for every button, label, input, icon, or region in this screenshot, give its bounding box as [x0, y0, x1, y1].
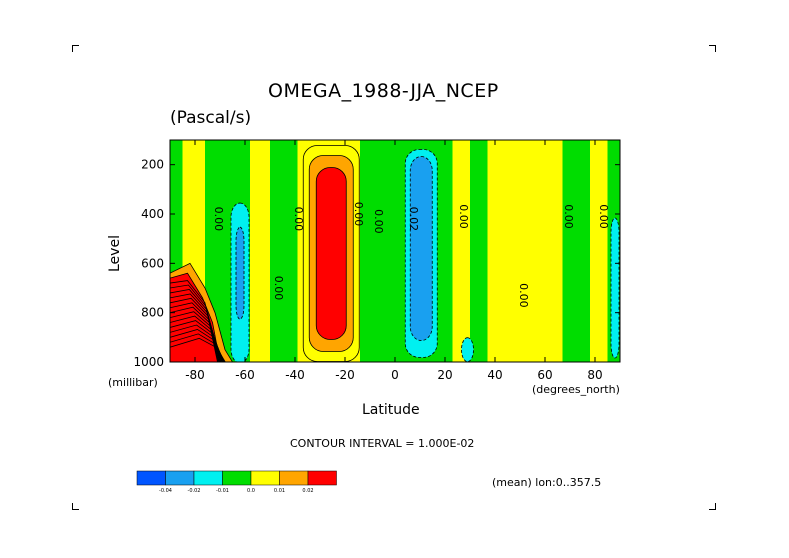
x-axis-unit: (degrees_north) — [532, 383, 620, 396]
colorbar-label: -0.01 — [216, 488, 229, 494]
contour-label: 0.00 — [517, 283, 530, 308]
ascent-blue — [409, 156, 433, 341]
chart-title: OMEGA_1988-JJA_NCEP — [268, 80, 499, 102]
band-green — [470, 140, 488, 362]
contour-interval-text: CONTOUR INTERVAL = 1.000E-02 — [290, 437, 475, 450]
colorbar-swatch — [193, 470, 223, 486]
colorbar-swatch — [279, 470, 309, 486]
contour-label: 0.00 — [562, 204, 575, 229]
contour-label: 0.00 — [352, 202, 365, 227]
colorbar-swatch — [307, 470, 337, 486]
colorbar-label: -0.04 — [159, 488, 172, 494]
mean-annotation: (mean) lon:0..357.5 — [492, 476, 602, 489]
contour-labels: 0.00 0.00 0.00 0.00 0.00 0.02 0.00 0.00 0.00 0.00 — [212, 202, 610, 308]
x-tick-label: -20 — [335, 368, 355, 382]
contour-label: 0.00 — [372, 209, 385, 234]
colorbar-label: 0.02 — [302, 488, 313, 494]
x-tick-label: -40 — [285, 368, 305, 382]
y-tick-label: 400 — [141, 207, 164, 221]
x-tick-label: 60 — [537, 368, 552, 382]
y-tick-label: 600 — [141, 256, 164, 270]
crop-mark-bottom-right — [709, 503, 716, 510]
contour-label: 0.00 — [292, 207, 305, 232]
colorbar: -0.04 -0.02 -0.01 0.0 0.01 0.02 — [136, 470, 337, 494]
colorbar-swatch — [250, 470, 280, 486]
ascent-cyan-north — [610, 217, 620, 359]
colorbar-swatch — [136, 470, 166, 486]
y-tick-label: 800 — [141, 306, 164, 320]
contour-label: 0.00 — [272, 276, 285, 301]
y-tick-label: 200 — [141, 158, 164, 172]
x-tick-label: 80 — [587, 368, 602, 382]
crop-mark-top-left — [72, 45, 79, 52]
x-axis: -80 -60 -40 -20 0 20 40 60 80 — [185, 140, 603, 382]
crop-mark-bottom-left — [72, 503, 79, 510]
colorbar-label: 0.0 — [247, 488, 255, 494]
y-tick-label: 1000 — [133, 355, 164, 369]
chart-subtitle: (Pascal/s) — [170, 108, 252, 128]
antarctic-contour-line — [170, 337, 226, 362]
x-tick-label: 40 — [487, 368, 502, 382]
y-axis: 200 400 600 800 1000 — [133, 158, 620, 369]
colorbar-swatch — [222, 470, 252, 486]
y-axis-unit: (millibar) — [108, 376, 158, 389]
contour-label: 0.00 — [212, 207, 225, 232]
x-tick-label: 20 — [437, 368, 452, 382]
y-axis-label: Level — [107, 235, 123, 272]
x-tick-label: -60 — [235, 368, 255, 382]
x-axis-label: Latitude — [362, 402, 420, 418]
crop-mark-top-right — [709, 45, 716, 52]
contour-label: 0.02 — [407, 207, 420, 232]
colorbar-label: -0.02 — [188, 488, 201, 494]
band-green — [562, 140, 590, 362]
band-green — [270, 140, 298, 362]
band-green — [360, 140, 395, 362]
contour-label: 0.00 — [457, 204, 470, 229]
x-tick-label: 0 — [391, 368, 399, 382]
contour-field — [170, 140, 620, 362]
ascent-blue-south — [235, 226, 245, 320]
colorbar-label: 0.01 — [274, 488, 285, 494]
x-tick-label: -80 — [185, 368, 205, 382]
colorbar-swatch — [165, 470, 195, 486]
ascent-cyan-small — [461, 337, 474, 362]
descent-red — [315, 167, 347, 340]
contour-label: 0.00 — [597, 204, 610, 229]
